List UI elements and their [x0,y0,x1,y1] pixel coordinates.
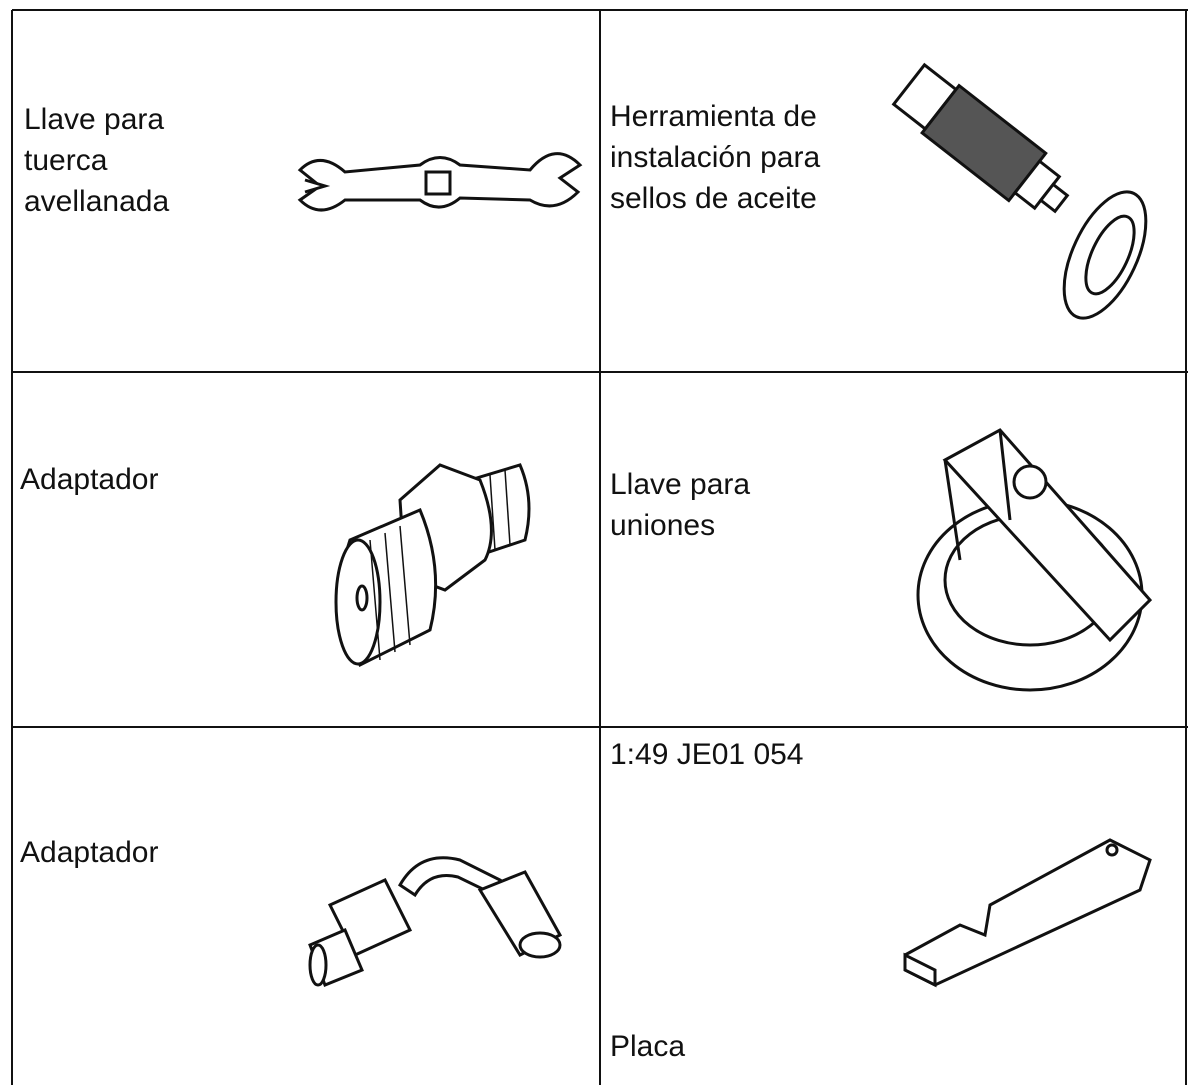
elbow-adaptor-illustration [308,856,563,987]
cell-text: Placa [610,1030,686,1063]
cell-text: uniones [610,509,716,542]
table-grid [11,9,1188,1085]
cell-text: Adaptador [20,463,159,496]
cell-text: avellanada [24,185,170,218]
union-wrench-illustration [916,428,1153,692]
flare-wrench-illustration [297,152,583,212]
cell-text: tuerca [24,144,108,177]
cell-text: Herramienta de [610,100,817,133]
cell-text: sellos de aceite [610,182,817,215]
seal-installer-illustration [891,62,1148,320]
adaptor-illustration [334,463,531,668]
cell-text: Llave para [24,103,165,136]
cell-code: 1:49 JE01 054 [610,738,804,771]
cell-text: Adaptador [20,836,159,869]
plate-illustration [903,838,1152,988]
cell-text: instalación para [610,141,821,174]
cell-text: Llave para [610,468,751,501]
